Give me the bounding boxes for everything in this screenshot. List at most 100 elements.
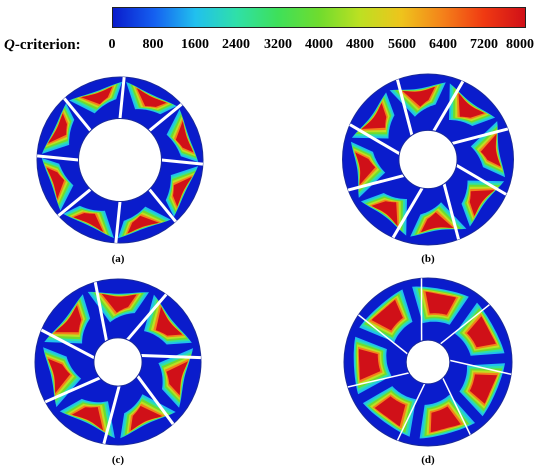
variable-suffix: -criterion: <box>14 37 81 53</box>
colorbar-tick: 4800 <box>346 37 374 52</box>
blade-passage <box>59 385 121 445</box>
blade-passage <box>41 157 92 217</box>
annulus-background <box>36 76 204 243</box>
vortex-region <box>374 396 406 427</box>
blade-passage <box>360 187 424 239</box>
blade-passage <box>419 377 475 439</box>
panel-b-contour <box>342 73 514 246</box>
vortex-region <box>127 215 159 234</box>
panel-a-contour <box>36 76 204 244</box>
blade <box>347 372 410 388</box>
blade <box>63 97 92 132</box>
vortex-region <box>420 212 454 233</box>
blade <box>449 359 512 376</box>
hub <box>93 337 143 387</box>
blade <box>347 174 405 192</box>
blade-passage <box>120 375 176 439</box>
blade <box>102 385 121 445</box>
casing-outline <box>342 73 514 246</box>
colorbar-tick: 1600 <box>181 37 209 52</box>
vortex-region <box>402 86 436 107</box>
vortex-region <box>48 113 67 144</box>
blade-passage <box>412 278 469 342</box>
blade-passage <box>63 201 122 244</box>
vortex-region <box>173 176 192 207</box>
vortex-region <box>355 152 376 185</box>
blade <box>455 163 507 196</box>
vortex-region <box>430 406 461 433</box>
vortex-region <box>371 299 403 331</box>
blade-passage <box>63 81 123 132</box>
vortex-region <box>155 306 183 336</box>
blade <box>126 293 168 341</box>
panel-d-contour <box>343 277 513 447</box>
blade <box>40 328 95 360</box>
colorbar-tick: 5600 <box>388 37 416 52</box>
colorbar-tick: 4000 <box>305 37 333 52</box>
vortex-region <box>425 291 457 315</box>
blade-passage <box>126 293 192 345</box>
blade <box>161 158 204 166</box>
vortex-region <box>54 305 82 333</box>
panel-d-caption: (d) <box>421 454 435 466</box>
panel-b-caption: (b) <box>421 253 435 265</box>
vortex-region <box>81 86 113 105</box>
colorbar-tick: 800 <box>142 37 164 52</box>
blade-passage <box>449 359 512 417</box>
blade-passage <box>451 121 509 178</box>
vortex-region <box>469 374 498 404</box>
vortex-region <box>466 316 496 348</box>
blade <box>118 76 126 119</box>
vortex-region <box>130 405 163 431</box>
blade-passage <box>161 158 204 217</box>
blade-passage <box>455 163 507 227</box>
blade-passage <box>87 281 149 342</box>
vortex-region <box>175 121 194 153</box>
blade-passage <box>40 294 95 360</box>
vortex-region <box>371 201 398 226</box>
vortex-region <box>458 93 485 118</box>
blade-passage <box>410 183 467 240</box>
blade <box>148 103 183 132</box>
blade-passage <box>117 188 177 239</box>
blade-passage <box>432 80 496 132</box>
colorbar-tick: 6400 <box>429 37 457 52</box>
blade-passage <box>347 336 410 395</box>
blade <box>395 79 414 136</box>
blade <box>451 127 509 145</box>
vortex-region <box>469 190 495 216</box>
panel-c-caption: (c) <box>111 454 125 466</box>
blade <box>391 187 424 239</box>
blade-passage <box>36 103 79 162</box>
blade <box>136 375 175 425</box>
casing-outline <box>36 76 204 244</box>
colorbar <box>112 7 526 28</box>
vortex-region <box>136 88 167 107</box>
blade <box>396 383 426 441</box>
vortex-region <box>166 361 189 396</box>
blade <box>44 376 101 404</box>
blade-passage <box>362 383 426 441</box>
blade <box>141 354 201 360</box>
vortex-region <box>101 293 137 313</box>
blade <box>114 201 122 244</box>
blade <box>357 314 409 355</box>
hub <box>398 129 458 190</box>
vortex-region <box>46 167 65 199</box>
panel-c-contour <box>34 278 202 446</box>
colorbar-tick: 2400 <box>222 37 250 52</box>
blade <box>442 183 461 240</box>
blade-passage <box>118 76 177 119</box>
blade <box>432 80 465 132</box>
casing-outline <box>34 278 202 446</box>
casing-outline <box>343 277 513 447</box>
blade-passage <box>347 141 405 198</box>
blade-passage <box>389 79 446 136</box>
hub <box>78 118 162 202</box>
hub <box>405 339 451 385</box>
blade <box>442 377 471 435</box>
vortex-region <box>48 358 71 394</box>
colorbar-tick: 0 <box>108 37 116 52</box>
vortex-region <box>358 349 381 380</box>
